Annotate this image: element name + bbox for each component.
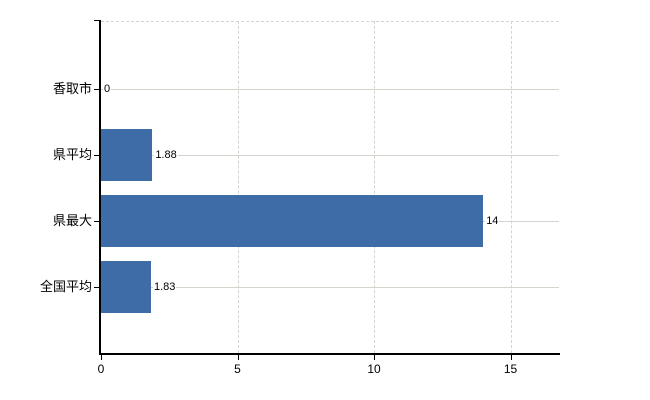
x-axis-tick bbox=[374, 355, 375, 360]
value-label: 1.88 bbox=[154, 147, 178, 163]
category-label-pref-max: 県最大 bbox=[52, 213, 92, 228]
y-axis-tick bbox=[94, 89, 100, 90]
vertical-gridline bbox=[510, 21, 512, 353]
category-label-pref-average: 県平均 bbox=[52, 147, 92, 162]
value-label: 14 bbox=[485, 213, 500, 229]
category-label-national-average: 全国平均 bbox=[39, 279, 92, 294]
y-axis-tick bbox=[94, 155, 100, 156]
plot-top-border bbox=[101, 21, 559, 22]
x-axis-tick-label: 0 bbox=[97, 362, 105, 376]
value-label: 0 bbox=[103, 81, 112, 97]
x-axis-line bbox=[99, 353, 560, 355]
x-axis-tick bbox=[101, 355, 102, 360]
value-label: 1.83 bbox=[152, 279, 177, 295]
x-axis-tick-label: 5 bbox=[234, 362, 241, 376]
y-axis-tick bbox=[94, 221, 100, 222]
vertical-gridline bbox=[374, 21, 375, 353]
bar-pref-average bbox=[101, 129, 153, 181]
category-label-katori: 香取市 bbox=[52, 81, 92, 96]
x-axis-tick-label: 10 bbox=[367, 362, 381, 376]
y-axis-line bbox=[99, 20, 101, 355]
bar-national-average bbox=[101, 261, 151, 313]
horizontal-gridline bbox=[101, 89, 559, 90]
x-axis-tick bbox=[510, 355, 512, 360]
x-axis-tick bbox=[237, 355, 239, 360]
vertical-gridline bbox=[237, 21, 239, 353]
bar-pref-max bbox=[101, 195, 484, 247]
y-axis-tick bbox=[94, 287, 100, 288]
horizontal-gridline bbox=[101, 155, 559, 156]
x-axis-tick-label: 15 bbox=[503, 362, 518, 376]
y-axis-tick bbox=[94, 20, 100, 21]
horizontal-gridline bbox=[101, 287, 559, 288]
